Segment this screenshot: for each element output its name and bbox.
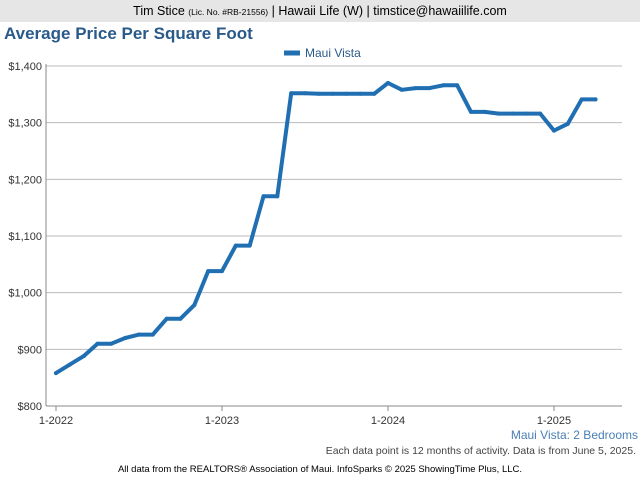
x-tick-label: 1-2023: [205, 415, 239, 427]
y-axis-ticks: $800 $900 $1,000 $1,100 $1,200 $1,300 $1,400: [8, 61, 42, 413]
data-point: [579, 97, 584, 102]
x-tick-label: 1-2022: [39, 415, 73, 427]
line-chart: $800 $900 $1,000 $1,100 $1,200 $1,300 $1,400 1…: [8, 46, 622, 427]
data-point: [510, 111, 515, 116]
data-point: [538, 111, 543, 116]
data-point: [524, 111, 529, 116]
data-point: [164, 316, 169, 321]
chart-subtitle: Maui Vista: 2 Bedrooms: [510, 428, 638, 442]
agent-header: Tim Stice (Lic. No. #RB-21556) | Hawaii …: [0, 0, 640, 22]
data-point: [150, 332, 155, 337]
legend[interactable]: Maui Vista: [284, 46, 361, 60]
data-point: [81, 354, 86, 359]
data-point: [386, 81, 390, 85]
data-point: [358, 91, 363, 96]
data-point: [247, 243, 252, 248]
data-point: [206, 269, 211, 274]
data-point: [413, 86, 418, 91]
data-point: [275, 194, 280, 199]
data-point: [316, 91, 321, 96]
data-point: [496, 111, 501, 116]
y-tick-label: $1,100: [8, 231, 42, 243]
data-point: [552, 128, 556, 133]
data-point: [469, 109, 473, 114]
y-tick-label: $1,200: [8, 174, 42, 186]
agent-email[interactable]: timstice@hawaiilife.com: [373, 4, 507, 18]
agent-name: Tim Stice: [133, 4, 185, 18]
agent-license: (Lic. No. #RB-21556): [188, 7, 269, 17]
data-point: [455, 83, 460, 88]
axes: [45, 64, 622, 407]
data-point: [261, 194, 266, 199]
data-point: [178, 316, 183, 321]
data-point: [330, 91, 335, 96]
agent-brokerage: | Hawaii Life (W) |: [271, 4, 370, 18]
data-note: Each data point is 12 months of activity…: [325, 445, 636, 457]
legend-label: Maui Vista: [305, 46, 361, 60]
series-layer: [54, 81, 598, 376]
grid-lines: [46, 65, 622, 350]
data-point: [482, 109, 487, 114]
y-tick-label: $800: [18, 401, 42, 413]
data-point: [303, 91, 307, 96]
data-point: [220, 269, 224, 274]
chart-title: Average Price Per Square Foot: [4, 24, 253, 43]
data-point: [54, 371, 58, 376]
data-point: [399, 87, 404, 92]
data-point: [289, 91, 294, 96]
data-point: [109, 341, 114, 346]
data-point: [441, 83, 446, 88]
data-point: [427, 86, 432, 91]
y-tick-label: $1,300: [8, 118, 42, 130]
data-point: [565, 121, 570, 126]
data-point: [372, 91, 377, 96]
series-line-maui-vista: [54, 81, 598, 376]
x-tick-label: 1-2024: [371, 415, 405, 427]
x-axis-ticks: 1-2022 1-2023 1-2024 1-2025: [39, 406, 571, 427]
data-point: [95, 341, 100, 346]
x-tick-label: 1-2025: [537, 415, 571, 427]
data-point: [137, 332, 141, 337]
data-point: [192, 303, 197, 308]
data-point: [233, 243, 238, 248]
y-tick-label: $1,000: [8, 288, 42, 300]
data-point: [67, 362, 72, 367]
y-tick-label: $1,400: [8, 61, 42, 73]
y-tick-label: $900: [18, 344, 42, 356]
footer-credit: All data from the REALTORS® Association …: [117, 464, 523, 475]
data-point: [593, 97, 598, 102]
data-point: [344, 91, 349, 96]
data-point: [123, 336, 128, 340]
